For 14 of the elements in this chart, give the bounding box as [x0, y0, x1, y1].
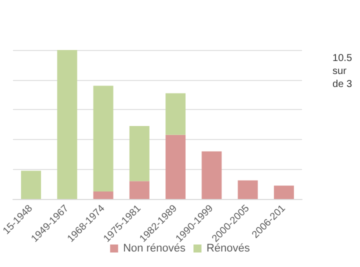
bar	[93, 86, 114, 192]
bar	[202, 151, 222, 199]
legend-label: Non rénovés	[123, 242, 186, 254]
bar	[57, 50, 78, 199]
bar	[129, 126, 150, 182]
bar	[238, 180, 258, 199]
text: 10.5 sur de 3	[332, 53, 352, 90]
bar	[166, 134, 186, 199]
bar	[21, 170, 42, 199]
bar	[166, 93, 186, 135]
legend-label: Rénovés	[206, 242, 250, 254]
bar	[274, 186, 294, 199]
bar	[93, 192, 114, 199]
bar	[129, 181, 150, 199]
